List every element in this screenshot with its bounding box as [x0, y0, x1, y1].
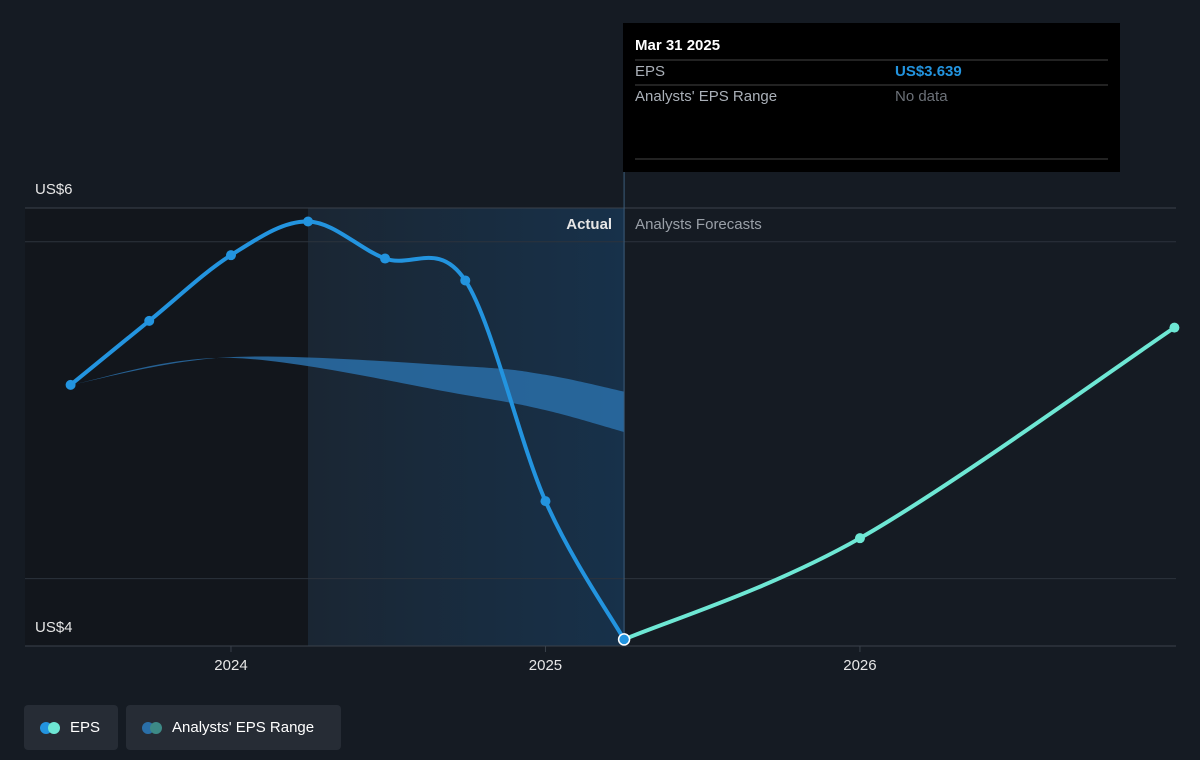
- past-shade: [25, 208, 308, 646]
- y-tick-label: US$4: [35, 619, 73, 636]
- tooltip: [623, 23, 1120, 172]
- line: [623, 325, 1176, 642]
- tooltip-key: Analysts' EPS Range: [635, 88, 777, 105]
- x-tick-label: 2024: [214, 657, 247, 674]
- point: [1169, 322, 1180, 333]
- legend-dot: [150, 721, 162, 734]
- tooltip-title: Mar 31 2025: [635, 37, 720, 54]
- section-label: Actual: [566, 216, 612, 233]
- point: [65, 379, 76, 390]
- point: [540, 496, 551, 507]
- point: [854, 533, 865, 544]
- legend-label: EPS: [70, 719, 101, 736]
- point: [460, 275, 471, 286]
- tooltip-value: US$3.639: [895, 63, 962, 80]
- point: [617, 633, 631, 646]
- point: [380, 253, 391, 264]
- x-tick-label: 2025: [529, 657, 562, 674]
- legend-eps[interactable]: EPS: [24, 705, 118, 750]
- legend-label: Analysts' EPS Range: [172, 719, 315, 736]
- highlight-shade: [308, 208, 624, 646]
- point: [144, 315, 155, 326]
- point: [225, 250, 236, 261]
- range-band: [70, 356, 625, 433]
- point: [303, 216, 314, 227]
- chart: US$4 US$6 2024 2025 2026 Actual Analysts Forec…: [25, 23, 1180, 674]
- section-label: Analysts Forecasts: [635, 216, 762, 233]
- legend-range[interactable]: Analysts' EPS Range: [126, 705, 341, 750]
- legend-dot: [48, 721, 60, 734]
- tooltip-key: EPS: [635, 63, 665, 80]
- y-tick-label: US$6: [35, 181, 73, 198]
- tooltip-value: No data: [895, 88, 948, 105]
- x-tick-label: 2026: [843, 657, 876, 674]
